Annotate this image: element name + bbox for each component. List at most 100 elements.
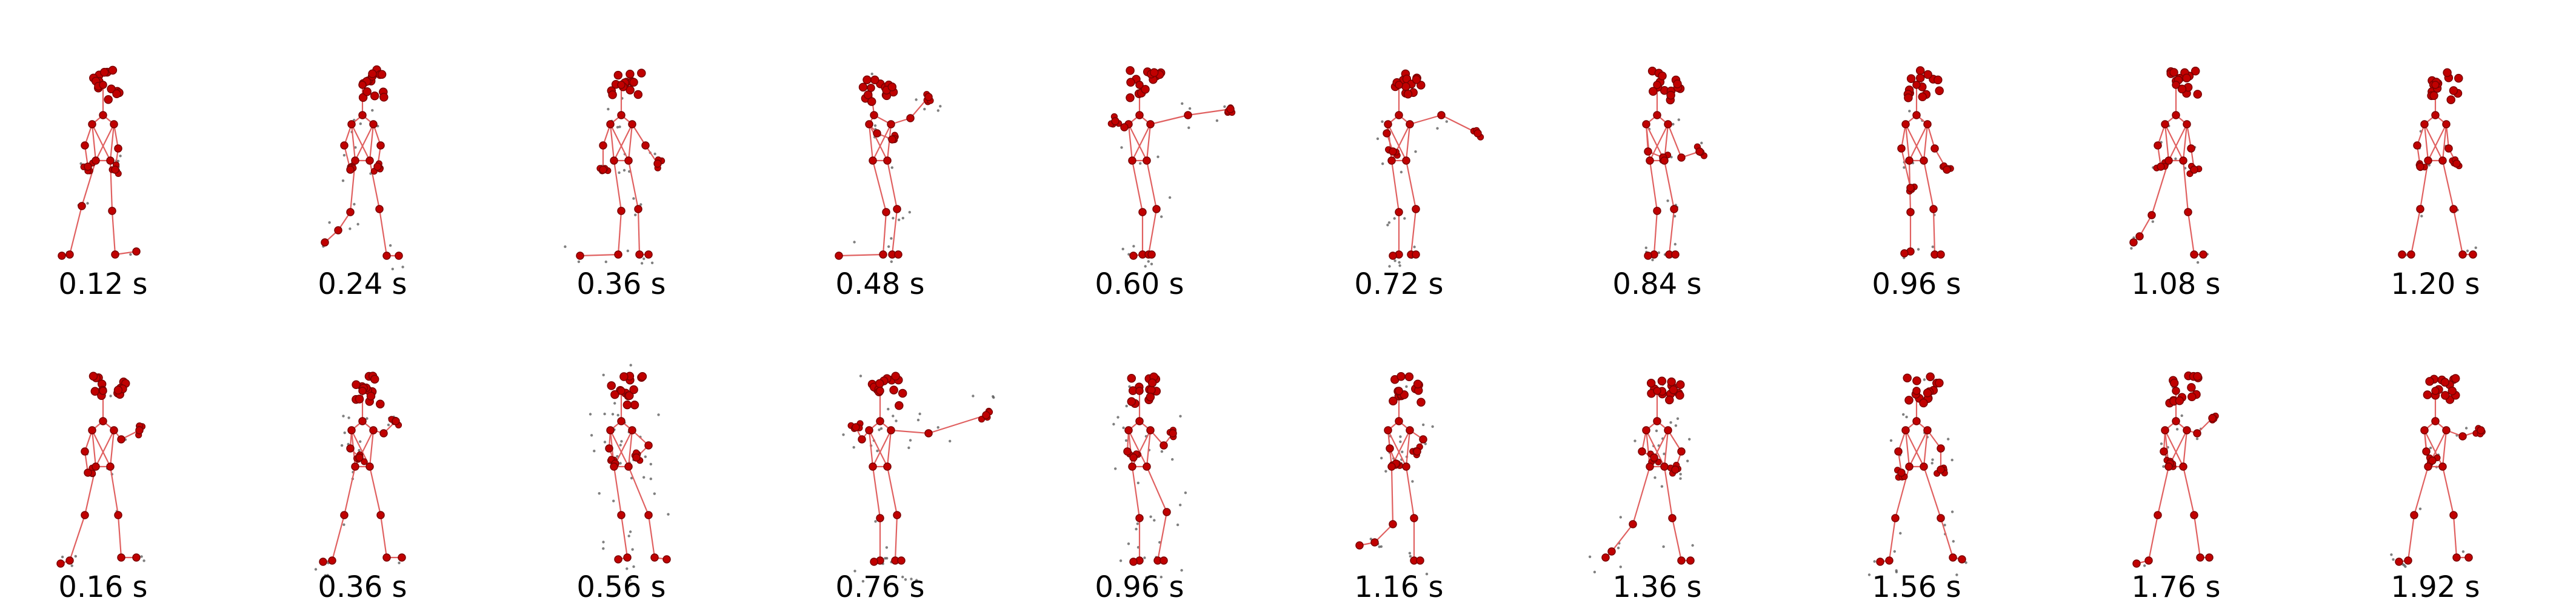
noise-point <box>343 431 346 435</box>
noise-point <box>1679 477 1682 480</box>
noise-point <box>1139 162 1142 165</box>
skeleton-bone <box>2424 430 2443 467</box>
skeleton-joint <box>2458 432 2467 441</box>
skeleton-joints <box>1111 81 1235 260</box>
skeleton-joint <box>1413 447 1421 456</box>
skeleton-bone <box>1387 124 1407 161</box>
skeleton-joint <box>2154 141 2162 150</box>
frame-time-label: 1.08 s <box>2131 267 2220 301</box>
frame-time-label: 0.12 s <box>58 267 147 301</box>
skeleton-joint <box>628 426 636 435</box>
skeleton-bone <box>111 210 116 255</box>
skeleton-bone <box>886 124 892 161</box>
noise-point <box>640 262 644 265</box>
keypoint <box>355 395 364 404</box>
skeleton-joint <box>617 207 626 215</box>
noise-point <box>1676 417 1680 420</box>
skeleton-joint <box>358 417 367 425</box>
skeleton-bone <box>1405 124 1411 161</box>
skeleton-joint <box>1160 556 1168 565</box>
skeleton-joint <box>114 511 122 519</box>
keypoint <box>2177 84 2187 94</box>
skeleton-joint <box>132 553 141 562</box>
skeleton-joint <box>351 462 359 471</box>
skeleton-bone <box>350 124 356 161</box>
noise-point <box>853 241 856 244</box>
skeleton-joint <box>1660 462 1669 471</box>
noise-point <box>653 152 656 156</box>
skeleton-joint <box>1135 417 1144 425</box>
skeleton-joint <box>1653 387 1661 395</box>
skeleton-joint <box>392 417 400 425</box>
skeleton-bone <box>1387 430 1407 467</box>
skeleton-joint <box>2438 156 2447 165</box>
keypoint <box>1934 75 1943 85</box>
skeleton-bone <box>369 124 375 161</box>
skeleton-joint <box>321 238 329 247</box>
skeleton-joint <box>1646 156 1654 165</box>
skeleton-joint <box>641 141 650 150</box>
skeleton-joint <box>1650 453 1658 462</box>
skeleton-bone <box>1900 148 1912 188</box>
skeleton-bone <box>613 466 622 516</box>
skeleton-joint <box>1677 556 1686 565</box>
skeleton-bone <box>609 124 615 161</box>
keypoint <box>1665 395 1674 405</box>
noise-point <box>939 105 942 108</box>
skeleton-bone <box>869 430 888 467</box>
noise-point <box>904 578 907 581</box>
skeleton-joint <box>1135 111 1144 119</box>
noise-point <box>2392 558 2395 561</box>
frame-panel: 0.72 s <box>1354 69 1484 301</box>
skeleton-joint <box>1949 553 1957 562</box>
noise-point <box>1674 424 1678 427</box>
skeleton-joint <box>617 511 626 519</box>
keypoint <box>2187 392 2197 402</box>
keypoint <box>1904 396 1914 405</box>
skeleton-joint <box>2161 426 2169 435</box>
skeleton-joint <box>605 444 613 453</box>
skeleton-joint <box>2179 156 2187 165</box>
keypoint <box>377 70 387 79</box>
noise-point <box>876 449 879 453</box>
noise-point <box>119 155 122 158</box>
noise-point <box>1903 166 1906 169</box>
noise-point <box>1179 504 1182 507</box>
keypoint <box>2193 90 2202 99</box>
keypoint <box>88 371 98 381</box>
skeleton-bone <box>1146 430 1152 467</box>
noise-point <box>1369 538 1372 541</box>
skeleton-joint <box>876 387 884 395</box>
skeleton-joint <box>1905 462 1914 471</box>
skeleton-joint <box>924 429 933 438</box>
skeleton-joints <box>56 387 144 568</box>
noise-point <box>1409 554 1412 558</box>
keypoint <box>1403 90 1413 99</box>
skeleton-joint <box>351 156 359 165</box>
skeleton-joint <box>1670 205 1678 213</box>
noise-point <box>1160 576 1163 579</box>
keypoint <box>1401 82 1410 91</box>
skeleton-bone <box>2193 514 2201 558</box>
noise-point <box>1619 565 1622 568</box>
noise-point <box>1380 545 1383 548</box>
noise-point <box>387 424 390 427</box>
noise-point <box>629 530 632 533</box>
noise-point <box>2418 507 2422 510</box>
skeleton-joint <box>1387 156 1396 165</box>
noise-point <box>616 454 619 458</box>
skeleton-joint <box>1355 541 1364 550</box>
keypoint <box>2449 86 2458 95</box>
frame-panel: 0.36 s <box>314 371 407 604</box>
skeleton-joint <box>1129 558 1138 566</box>
keypoint <box>2425 377 2434 386</box>
skeleton-bone <box>2407 514 2415 561</box>
keypoint <box>1127 397 1136 406</box>
noise-point <box>1424 442 1427 445</box>
skeleton-bone <box>2164 124 2184 161</box>
skeleton-bone <box>872 430 892 467</box>
skeleton-joint <box>1644 251 1652 260</box>
noise-point <box>1425 573 1429 576</box>
keypoint <box>1416 398 1426 407</box>
skeleton-joint <box>1642 426 1650 435</box>
